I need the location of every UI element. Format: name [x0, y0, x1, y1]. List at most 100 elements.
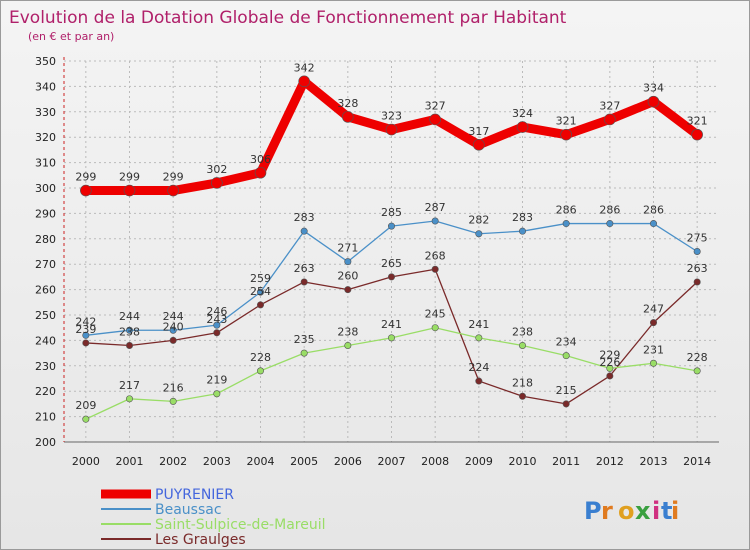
data-point-beaussac: [649, 220, 657, 228]
x-tick-label: 2003: [203, 455, 231, 468]
data-label-saint-sulpice-de-mareuil: 241: [468, 318, 489, 331]
data-label-les-graulges: 254: [250, 285, 271, 298]
data-point-beaussac: [82, 331, 90, 339]
data-label-saint-sulpice-de-mareuil: 219: [206, 374, 227, 387]
y-tick-label: 270: [35, 258, 56, 271]
y-tick-label: 320: [35, 131, 56, 144]
data-label-beaussac: 285: [381, 206, 402, 219]
data-point-saint-sulpice-de-mareuil: [693, 367, 701, 375]
data-label-saint-sulpice-de-mareuil: 238: [512, 325, 533, 338]
data-label-beaussac: 286: [643, 204, 664, 217]
data-label-puyrenier: 321: [556, 115, 577, 128]
data-point-puyrenier: [342, 111, 354, 123]
legend-label: Saint-Sulpice-de-Mareuil: [155, 517, 325, 533]
data-label-puyrenier: 342: [294, 61, 315, 74]
data-point-beaussac: [169, 326, 177, 334]
data-point-saint-sulpice-de-mareuil: [344, 341, 352, 349]
data-point-beaussac: [126, 326, 134, 334]
data-label-puyrenier: 334: [643, 82, 664, 95]
data-label-les-graulges: 218: [512, 376, 533, 389]
brand-letter: x: [635, 497, 651, 525]
x-tick-label: 2012: [596, 455, 624, 468]
data-label-puyrenier: 327: [425, 99, 446, 112]
data-point-beaussac: [475, 230, 483, 238]
data-label-beaussac: 287: [425, 201, 446, 214]
y-tick-label: 300: [35, 182, 56, 195]
data-point-beaussac: [344, 258, 352, 266]
data-point-puyrenier: [691, 128, 703, 141]
data-point-puyrenier: [254, 166, 267, 179]
data-label-beaussac: 275: [687, 232, 708, 245]
data-point-saint-sulpice-de-mareuil: [475, 334, 483, 342]
data-point-saint-sulpice-de-mareuil: [562, 352, 570, 360]
data-label-saint-sulpice-de-mareuil: 235: [294, 333, 315, 346]
legend-label: Les Graulges: [155, 532, 246, 548]
y-tick-label: 220: [35, 385, 56, 398]
data-point-saint-sulpice-de-mareuil: [82, 415, 90, 423]
data-point-les-graulges: [649, 319, 657, 327]
data-point-beaussac: [606, 220, 614, 228]
chart-subtitle: (en € et par an): [28, 30, 114, 43]
chart-title: Evolution de la Dotation Globale de Fonc…: [9, 8, 567, 28]
legend: PUYRENIERBeaussacSaint-Sulpice-de-Mareui…: [101, 487, 325, 548]
data-point-saint-sulpice-de-mareuil: [387, 334, 395, 342]
data-point-les-graulges: [82, 339, 90, 347]
brand-letter: P: [584, 497, 602, 525]
brand-letter: r: [601, 497, 613, 525]
data-point-puyrenier: [560, 128, 572, 141]
data-label-les-graulges: 215: [556, 384, 577, 397]
y-tick-label: 250: [35, 309, 56, 322]
data-point-saint-sulpice-de-mareuil: [518, 341, 526, 349]
data-label-les-graulges: 268: [425, 249, 446, 262]
data-point-les-graulges: [126, 341, 134, 349]
data-label-saint-sulpice-de-mareuil: 217: [119, 379, 140, 392]
x-tick-label: 2014: [683, 455, 711, 468]
x-tick-label: 2009: [465, 455, 493, 468]
data-point-puyrenier: [473, 139, 485, 151]
x-tick-label: 2013: [640, 455, 668, 468]
data-point-les-graulges: [606, 372, 614, 380]
data-label-les-graulges: 260: [337, 270, 358, 283]
data-label-beaussac: 283: [294, 211, 315, 224]
data-point-saint-sulpice-de-mareuil: [213, 390, 221, 398]
data-point-les-graulges: [562, 400, 570, 408]
data-point-beaussac: [693, 248, 701, 256]
data-point-saint-sulpice-de-mareuil: [256, 367, 264, 375]
data-point-beaussac: [431, 217, 439, 225]
data-point-puyrenier: [429, 113, 441, 126]
data-point-saint-sulpice-de-mareuil: [126, 395, 134, 403]
data-point-saint-sulpice-de-mareuil: [169, 397, 177, 405]
brand-letter: t: [661, 497, 672, 525]
data-label-beaussac: 271: [337, 242, 358, 255]
y-tick-label: 290: [35, 207, 56, 220]
data-label-les-graulges: 263: [687, 262, 708, 275]
data-point-les-graulges: [387, 273, 395, 281]
data-label-saint-sulpice-de-mareuil: 241: [381, 318, 402, 331]
y-tick-label: 210: [35, 411, 56, 424]
data-label-saint-sulpice-de-mareuil: 238: [337, 325, 358, 338]
data-label-saint-sulpice-de-mareuil: 228: [687, 351, 708, 364]
data-point-les-graulges: [213, 329, 221, 337]
y-tick-label: 260: [35, 284, 56, 297]
x-tick-label: 2000: [72, 455, 100, 468]
data-label-saint-sulpice-de-mareuil: 228: [250, 351, 271, 364]
data-point-les-graulges: [475, 377, 483, 385]
x-tick-label: 2007: [378, 455, 406, 468]
y-tick-label: 350: [35, 55, 56, 68]
y-tick-label: 240: [35, 334, 56, 347]
y-tick-label: 280: [35, 233, 56, 246]
data-point-puyrenier: [80, 184, 92, 197]
data-point-les-graulges: [518, 392, 526, 400]
data-point-puyrenier: [123, 184, 136, 197]
x-tick-label: 2004: [247, 455, 275, 468]
data-label-puyrenier: 323: [381, 110, 402, 123]
y-tick-label: 340: [35, 80, 56, 93]
x-tick-label: 2002: [159, 455, 187, 468]
data-label-beaussac: 283: [512, 211, 533, 224]
legend-label: Beaussac: [155, 502, 222, 518]
data-label-les-graulges: 238: [119, 325, 140, 338]
data-point-beaussac: [300, 227, 308, 235]
data-label-puyrenier: 317: [468, 125, 489, 138]
